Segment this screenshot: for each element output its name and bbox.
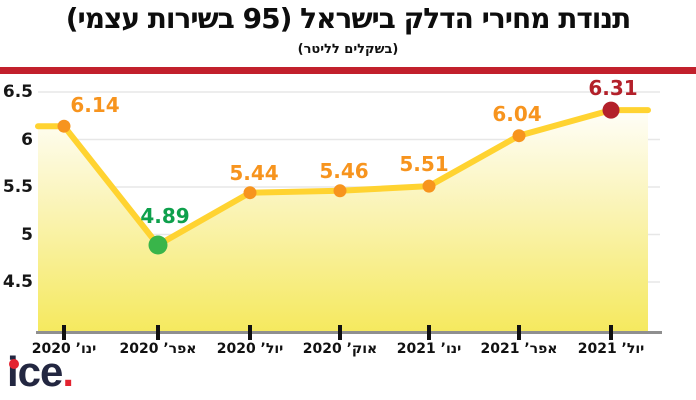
data-point-value-label: 5.46 bbox=[319, 158, 369, 183]
x-category-label: יול’ 2020 bbox=[216, 341, 284, 357]
y-tick-label: 6.5 bbox=[2, 82, 33, 102]
data-point-value-label: 6.14 bbox=[70, 93, 120, 118]
data-point-value-label: 6.31 bbox=[588, 76, 638, 101]
y-tick-label: 4.5 bbox=[2, 272, 33, 292]
x-category-label: ינו’ 2020 bbox=[31, 341, 97, 357]
y-tick-label: 6 bbox=[21, 129, 33, 150]
data-point-value-label: 5.51 bbox=[399, 152, 449, 177]
logo-period: . bbox=[62, 348, 74, 395]
ice-logo: ice. bbox=[7, 348, 74, 395]
data-point-marker bbox=[57, 119, 71, 133]
data-point-marker bbox=[512, 129, 526, 143]
data-point-value-label: 4.89 bbox=[140, 204, 190, 228]
data-point-marker bbox=[148, 235, 168, 255]
x-category-label: אוק’ 2020 bbox=[302, 341, 378, 357]
data-point-value-label: 6.04 bbox=[492, 101, 542, 126]
data-point-value-label: 5.44 bbox=[229, 160, 279, 185]
logo-text: ice bbox=[7, 348, 63, 395]
data-point-marker bbox=[243, 186, 257, 200]
logo-i-dot bbox=[8, 359, 19, 369]
page-subtitle: (בשקלים לליטר) bbox=[297, 42, 399, 57]
data-point-marker bbox=[602, 101, 620, 119]
x-category-label: אפר’ 2020 bbox=[119, 341, 197, 357]
data-point-marker bbox=[422, 179, 436, 193]
y-tick-label: 5.5 bbox=[2, 177, 33, 197]
x-category-label: יול’ 2021 bbox=[577, 341, 645, 357]
y-tick-label: 5 bbox=[21, 224, 33, 245]
red-divider-bar bbox=[0, 67, 696, 74]
x-category-label: אפר’ 2021 bbox=[480, 341, 558, 357]
data-point-marker bbox=[333, 184, 347, 198]
x-category-label: ינו’ 2021 bbox=[396, 341, 462, 357]
area-fill bbox=[38, 110, 648, 332]
page-title: תנודת מחירי הדלק בישראל (95 בשירות עצמי) bbox=[65, 2, 631, 35]
